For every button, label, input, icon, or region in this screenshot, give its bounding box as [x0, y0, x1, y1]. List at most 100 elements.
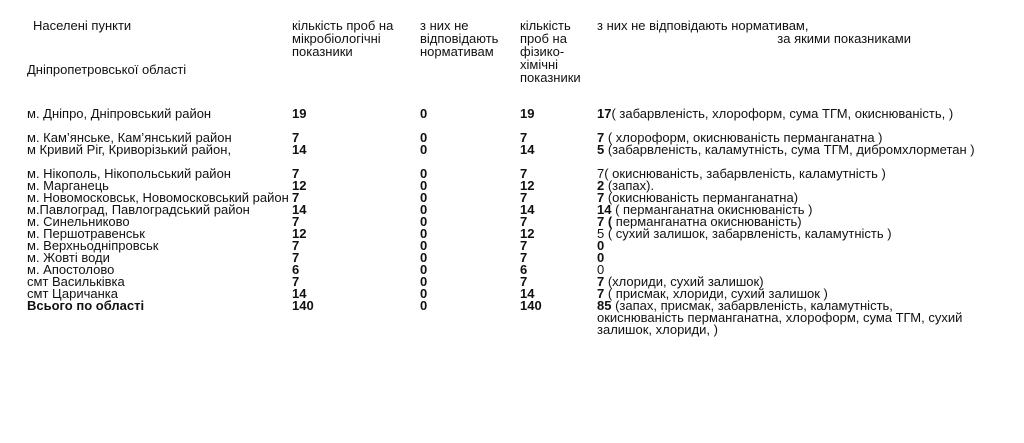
- chem-count: 6: [520, 262, 528, 277]
- chem-nonconforming-details: ( окиснюваність, забарвленість, каламутн…: [604, 166, 886, 181]
- chem-count: 7: [520, 130, 528, 145]
- chem-count: 14: [520, 142, 535, 157]
- settlement-name: м. Синельниково: [27, 214, 130, 229]
- header-micro-total: кількість проб на мікробіологічні показн…: [292, 18, 394, 59]
- micro-count: 14: [292, 286, 307, 301]
- chem-nonconforming-count: 7: [597, 166, 605, 181]
- table-row: м. Марганець 12 0 12 2 (запах).: [0, 178, 1024, 193]
- table-row: смт Царичанка 14 0 14 7 ( присмак, хлори…: [0, 286, 1024, 301]
- micro-nonconforming: 0: [420, 178, 428, 193]
- chem-nonconforming: 17( забарвленість, хлороформ, сума ТГМ, …: [597, 106, 977, 121]
- chem-nonconforming-details: (хлориди, сухий залишок): [604, 274, 764, 289]
- chem-nonconforming-count: 0: [597, 262, 605, 277]
- micro-count: 7: [292, 130, 300, 145]
- chem-count: 14: [520, 202, 535, 217]
- chem-nonconforming-count: 7 (: [597, 214, 613, 229]
- header-chem-nonconforming-line1: з них не відповідають нормативам,: [597, 18, 809, 33]
- settlement-name: м. Верхньодніпровськ: [27, 238, 159, 253]
- header-chem-nonconforming-line2: за якими показниками: [777, 31, 911, 46]
- table-row: м. Нікополь, Нікопольський район 7 0 7 7…: [0, 166, 1024, 181]
- header-micro-nonconforming: з них не відповідають нормативам: [420, 18, 499, 59]
- micro-count: 12: [292, 226, 307, 241]
- chem-count: 7: [520, 274, 528, 289]
- micro-count: 7: [292, 166, 300, 181]
- micro-count: 7: [292, 274, 300, 289]
- chem-nonconforming: 5 (забарвленість, каламутність, сума ТГМ…: [597, 143, 977, 156]
- total-chem-nonconforming: 85 (запах, присмак, забарвленість, калам…: [597, 298, 977, 337]
- chem-nonconforming-count: 2: [597, 178, 605, 193]
- chem-nonconforming-count: 5: [597, 226, 605, 241]
- chem-nonconforming: 7 (окиснюваність перманганатна): [597, 191, 977, 204]
- chem-nonconforming: 0: [597, 251, 977, 264]
- total-chem-count: 140: [520, 298, 542, 313]
- chem-count: 7: [520, 250, 528, 265]
- chem-nonconforming-details: ( забарвленість, хлороформ, сума ТГМ, ок…: [611, 106, 954, 121]
- chem-nonconforming-count: 14: [597, 202, 612, 217]
- micro-nonconforming: 0: [420, 202, 428, 217]
- chem-nonconforming: 0: [597, 262, 977, 277]
- micro-nonconforming: 0: [420, 166, 428, 181]
- total-micro-nonconforming: 0: [420, 298, 428, 313]
- chem-nonconforming-details: ( присмак, хлориди, сухий залишок ): [604, 286, 828, 301]
- table-row: м. Дніпро, Дніпровський район 19 0 19 17…: [0, 106, 1024, 121]
- settlement-name: м. Апостолово: [27, 262, 115, 277]
- table-row: смт Васильківка 7 0 7 7 (хлориди, сухий …: [0, 274, 1024, 289]
- settlement-name: м. Жовті води: [27, 250, 110, 265]
- chem-nonconforming-details: (запах).: [604, 178, 655, 193]
- chem-nonconforming-count: 0: [597, 238, 605, 253]
- table-row: м. Верхньодніпровськ 7 0 7 0: [0, 238, 1024, 253]
- chem-nonconforming-count: 7: [597, 286, 605, 301]
- header-chem-total: кількість проб на фізико-хімічні показни…: [520, 18, 581, 85]
- settlement-name: м. Нікополь, Нікопольський район: [27, 166, 231, 181]
- total-micro-count: 140: [292, 298, 314, 313]
- table-row: м Кривий Ріг, Криворізький район, 14 0 1…: [0, 142, 1024, 157]
- chem-nonconforming: 7 ( перманганатна окиснюваність): [597, 214, 977, 229]
- header-chem-nonconforming: з них не відповідають нормативам, за яки…: [597, 19, 957, 45]
- micro-nonconforming: 0: [420, 142, 428, 157]
- micro-count: 7: [292, 214, 300, 229]
- chem-nonconforming-details: ( сухий залишок, забарвленість, каламутн…: [604, 226, 892, 241]
- settlement-name: м. Кам’янське, Кам’янський район: [27, 130, 232, 145]
- micro-nonconforming: 0: [420, 274, 428, 289]
- chem-nonconforming: 2 (запах).: [597, 178, 977, 193]
- table-row: м. Синельниково 7 0 7 7 ( перманганатна …: [0, 214, 1024, 229]
- header-region: Дніпропетровської області: [27, 62, 187, 77]
- micro-nonconforming: 0: [420, 130, 428, 145]
- chem-nonconforming-count: 17: [597, 106, 612, 121]
- table-row: м. Першотравенськ 12 0 12 5 ( сухий зали…: [0, 226, 1024, 241]
- total-chem-nonconforming-count: 85: [597, 298, 612, 313]
- header-settlements: Населені пункти: [33, 18, 132, 33]
- chem-nonconforming: 7 ( хлороформ, окиснюваність перманганат…: [597, 130, 977, 145]
- chem-nonconforming: 7( окиснюваність, забарвленість, каламут…: [597, 166, 977, 181]
- micro-count: 6: [292, 262, 300, 277]
- chem-nonconforming: 0: [597, 238, 977, 253]
- chem-nonconforming-details: перманганатна окиснюваність): [612, 214, 802, 229]
- micro-count: 7: [292, 250, 300, 265]
- total-chem-nonconforming-details: (запах, присмак, забарвленість, каламутн…: [597, 298, 963, 337]
- settlement-name: м. Марганець: [27, 178, 109, 193]
- settlement-name: м. Дніпро, Дніпровський район: [27, 106, 212, 121]
- chem-nonconforming: 5 ( сухий залишок, забарвленість, каламу…: [597, 226, 977, 241]
- chem-nonconforming: 14 ( перманганатна окиснюваність ): [597, 202, 977, 217]
- micro-count: 19: [292, 106, 307, 121]
- total-label: Всього по області: [27, 298, 145, 313]
- micro-count: 14: [292, 142, 307, 157]
- settlement-name: м Кривий Ріг, Криворізький район,: [27, 142, 232, 157]
- chem-count: 12: [520, 226, 535, 241]
- micro-nonconforming: 0: [420, 238, 428, 253]
- micro-count: 7: [292, 190, 300, 205]
- micro-nonconforming: 0: [420, 262, 428, 277]
- chem-count: 7: [520, 166, 528, 181]
- settlement-name: м.Павлоград, Павлоградський район: [27, 202, 250, 217]
- chem-count: 7: [520, 214, 528, 229]
- micro-nonconforming: 0: [420, 226, 428, 241]
- table-row: м. Апостолово 6 0 6 0: [0, 262, 1024, 277]
- settlement-name: смт Царичанка: [27, 286, 119, 301]
- micro-nonconforming: 0: [420, 190, 428, 205]
- chem-nonconforming-count: 7: [597, 130, 605, 145]
- chem-nonconforming-details: ( хлороформ, окиснюваність перманганатна…: [604, 130, 883, 145]
- total-row: Всього по області 140 0 140 85 (запах, п…: [0, 298, 1024, 336]
- chem-nonconforming: 7 (хлориди, сухий залишок): [597, 274, 977, 289]
- chem-count: 14: [520, 286, 535, 301]
- micro-nonconforming: 0: [420, 250, 428, 265]
